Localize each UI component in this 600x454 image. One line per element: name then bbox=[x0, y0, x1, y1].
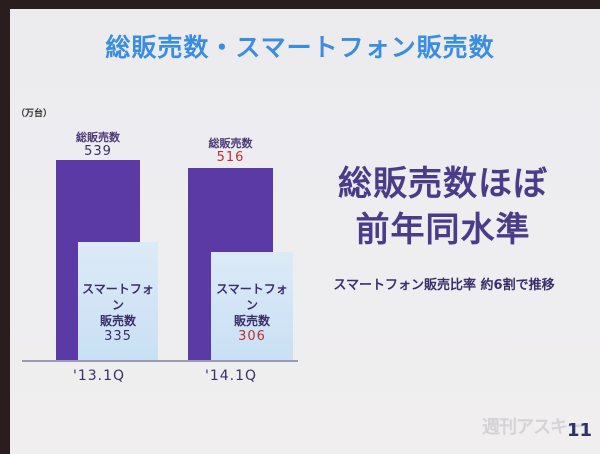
smartphone-bar-14 bbox=[211, 252, 293, 360]
total-value-13: 539 bbox=[84, 144, 112, 159]
total-label-13: 総販売数 bbox=[76, 131, 120, 144]
smartphone-label-line1: スマートフォン bbox=[82, 282, 154, 312]
smartphone-label-line2: 販売数 bbox=[99, 314, 136, 328]
subheadline: スマートフォン販売比率 約6割で推移 bbox=[333, 278, 555, 293]
smartphone-label-line2: 販売数 bbox=[233, 314, 270, 328]
smartphone-value-13: 335 bbox=[104, 329, 132, 344]
smartphone-label-13: スマートフォン 販売数 335 bbox=[78, 281, 158, 345]
x-label-13: '13.1Q bbox=[73, 368, 126, 384]
smartphone-bar-13 bbox=[78, 242, 158, 360]
page-number: 11 bbox=[567, 420, 593, 441]
unit-label: （万台） bbox=[16, 109, 53, 119]
x-axis-baseline bbox=[22, 360, 298, 362]
smartphone-label-line1: スマートフォン bbox=[216, 282, 288, 312]
headline-line2: 前年同水準 bbox=[355, 210, 531, 250]
watermark: 週刊アスキー bbox=[482, 417, 585, 438]
smartphone-value-14: 306 bbox=[238, 329, 266, 344]
total-value-14: 516 bbox=[216, 150, 245, 165]
smartphone-label-14: スマートフォン 販売数 306 bbox=[211, 281, 293, 345]
x-label-14: '14.1Q bbox=[205, 368, 258, 384]
slide-title: 総販売数・スマートフォン販売数 bbox=[105, 33, 495, 62]
headline-line1: 総販売数ほぼ bbox=[338, 164, 548, 204]
total-label-14: 総販売数 bbox=[208, 137, 253, 150]
